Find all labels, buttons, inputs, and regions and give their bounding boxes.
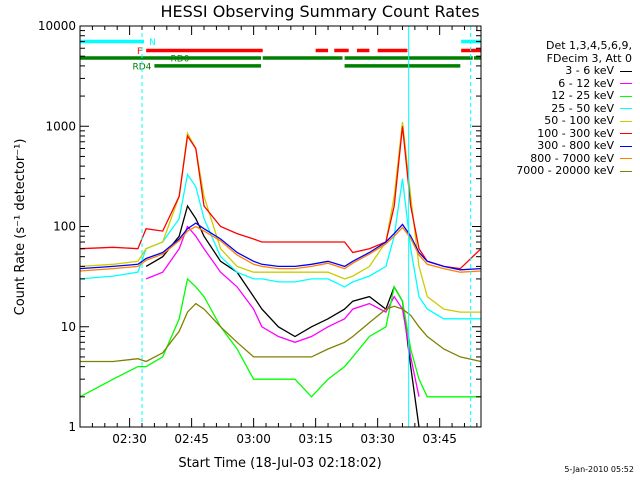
generation-timestamp: 5-Jan-2010 05:52 bbox=[564, 465, 634, 474]
series-line-8 bbox=[80, 302, 482, 363]
legend-label-4: 50 - 100 keV bbox=[544, 114, 614, 127]
legend-label-2: 12 - 25 keV bbox=[551, 89, 614, 102]
legend-swatch-5 bbox=[620, 133, 632, 135]
legend-entry-1: 6 - 12 keV bbox=[492, 76, 634, 91]
legend-label-6: 300 - 800 keV bbox=[537, 139, 614, 152]
y-tick-label-0: 1 bbox=[68, 420, 76, 434]
legend-swatch-1 bbox=[620, 83, 632, 85]
legend-entry-3: 25 - 50 keV bbox=[492, 101, 634, 116]
legend-header-line-1: Det 1,3,4,5,6,9, bbox=[545, 39, 632, 52]
legend-label-5: 100 - 300 keV bbox=[537, 126, 614, 140]
legend-swatch-6 bbox=[620, 145, 632, 147]
flag-label-n: N bbox=[149, 38, 156, 48]
x-tick-label-5: 03:45 bbox=[422, 432, 457, 446]
flag-label-rd4: RD4 bbox=[132, 62, 151, 72]
x-tick-label-2: 03:00 bbox=[236, 432, 271, 446]
legend-entry-0: 3 - 6 keV bbox=[492, 64, 634, 78]
legend-label-1: 6 - 12 keV bbox=[558, 76, 614, 90]
legend-swatch-3 bbox=[620, 108, 632, 110]
y-tick-label-2: 100 bbox=[53, 220, 76, 234]
chart-title: HESSI Observing Summary Count Rates bbox=[160, 2, 480, 21]
legend-swatch-0 bbox=[620, 70, 632, 72]
legend-swatch-4 bbox=[620, 120, 632, 122]
legend-label-3: 25 - 50 keV bbox=[551, 101, 614, 115]
series-line-5 bbox=[79, 126, 482, 270]
legend-swatch-7 bbox=[620, 158, 632, 160]
legend-entry-7: 800 - 7000 keV bbox=[492, 151, 634, 166]
legend-entry-8: 7000 - 20000 keV bbox=[492, 164, 634, 178]
y-axis-label: Count Rate (s⁻¹ detector⁻¹) bbox=[13, 139, 28, 316]
x-tick-label-1: 02:45 bbox=[174, 432, 209, 446]
legend-label-0: 3 - 6 keV bbox=[565, 64, 614, 77]
x-tick-label-0: 02:30 bbox=[112, 432, 147, 446]
series-line-2 bbox=[79, 277, 481, 398]
legend-entry-4: 50 - 100 keV bbox=[492, 114, 634, 128]
flags-layer: NF RD0 RD4 bbox=[80, 38, 481, 72]
series-line-4 bbox=[79, 122, 481, 313]
legend-label-7: 800 - 7000 keV bbox=[530, 151, 614, 165]
legend-entry-6: 300 - 800 keV bbox=[492, 139, 634, 153]
legend-entries: 3 - 6 keV 6 - 12 keV 12 - 25 keV 25 - 50 ke… bbox=[492, 64, 634, 178]
flag-label-f: F bbox=[137, 47, 142, 57]
series-line-3 bbox=[79, 172, 481, 320]
legend-swatch-2 bbox=[620, 95, 632, 97]
series-layer bbox=[79, 122, 482, 428]
legend-swatch-8 bbox=[620, 170, 632, 172]
flag-label-rd0: RD0 bbox=[171, 54, 190, 64]
legend-entry-2: 12 - 25 keV bbox=[492, 89, 634, 103]
legend-label-8: 7000 - 20000 keV bbox=[516, 164, 614, 177]
series-line-7 bbox=[79, 225, 482, 273]
series-line-6 bbox=[79, 222, 482, 271]
axes-layer: 1 10 100 1000 10000 02:30 02:45 03:00 03:15 03:30… bbox=[38, 19, 481, 446]
y-tick-label-4: 10000 bbox=[38, 19, 76, 33]
legend-header-line-2: FDecim 3, Att 0 bbox=[546, 51, 632, 65]
x-tick-label-4: 03:30 bbox=[360, 432, 395, 446]
x-tick-label-3: 03:15 bbox=[298, 432, 333, 446]
x-axis-label: Start Time (18-Jul-03 02:18:02) bbox=[178, 456, 382, 471]
legend: Det 1,3,4,5,6,9, FDecim 3, Att 0 3 - 6 k… bbox=[492, 39, 634, 178]
series-line-0 bbox=[145, 204, 420, 428]
legend-entry-5: 100 - 300 keV bbox=[492, 126, 634, 141]
y-tick-label-1: 10 bbox=[61, 320, 76, 334]
y-tick-label-3: 1000 bbox=[45, 119, 76, 133]
